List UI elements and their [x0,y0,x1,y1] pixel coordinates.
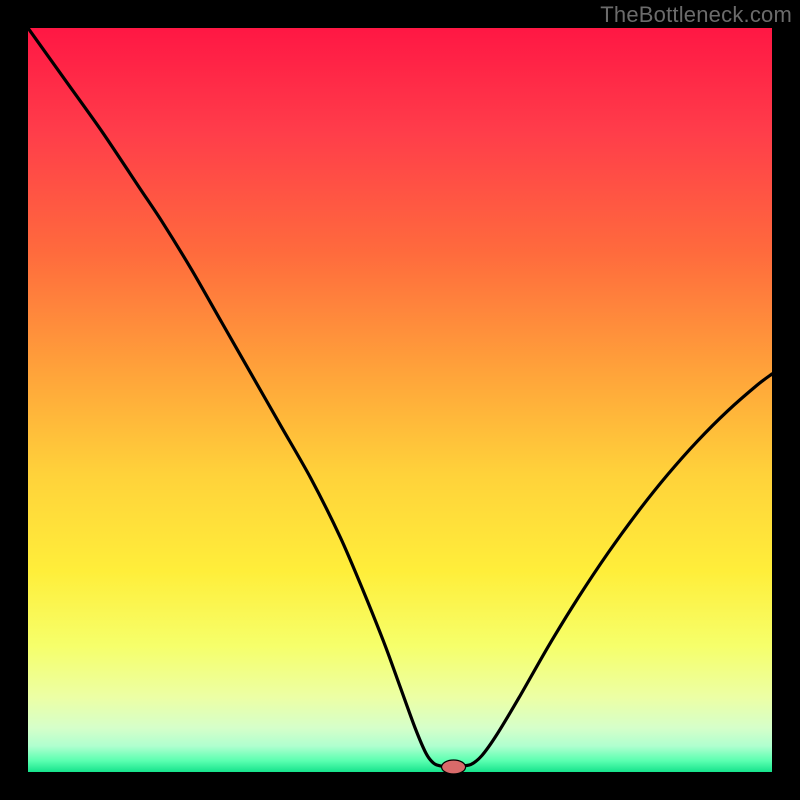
watermark-text: TheBottleneck.com [600,2,792,28]
optimal-marker [442,760,466,774]
bottleneck-chart [0,0,800,800]
chart-container: TheBottleneck.com [0,0,800,800]
gradient-background [28,28,772,772]
